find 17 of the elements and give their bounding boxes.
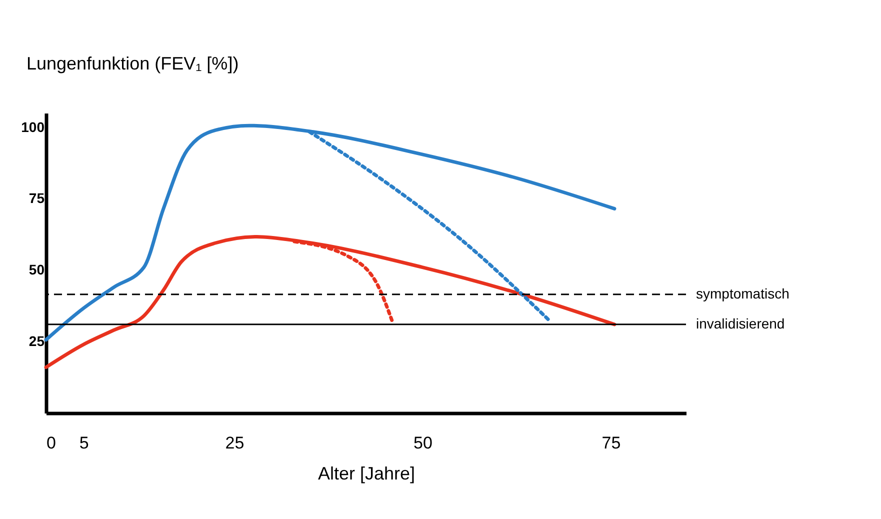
- ref-line-label: invalidisierend: [696, 315, 785, 332]
- y-tick-label: 50: [28, 262, 45, 278]
- y-tick-label: 100: [21, 118, 45, 135]
- line-series: [44, 234, 616, 370]
- y-tick-label: 25: [28, 333, 45, 350]
- line-series: [308, 130, 552, 324]
- line-series: [44, 124, 616, 342]
- y-tick-label: 75: [28, 190, 45, 206]
- line-series: [292, 240, 394, 324]
- x-tick-label: 25: [225, 434, 244, 452]
- x-tick-label: 0: [46, 434, 56, 452]
- x-tick-label: 5: [79, 434, 89, 452]
- y-axis-title: Lungenfunktion (FEV₁ [%]): [26, 54, 239, 74]
- ref-line-label: symptomatisch: [696, 285, 790, 302]
- x-tick-label: 75: [602, 434, 621, 452]
- x-tick-label: 50: [414, 434, 432, 452]
- x-axis-title: Alter [Jahre]: [318, 464, 416, 484]
